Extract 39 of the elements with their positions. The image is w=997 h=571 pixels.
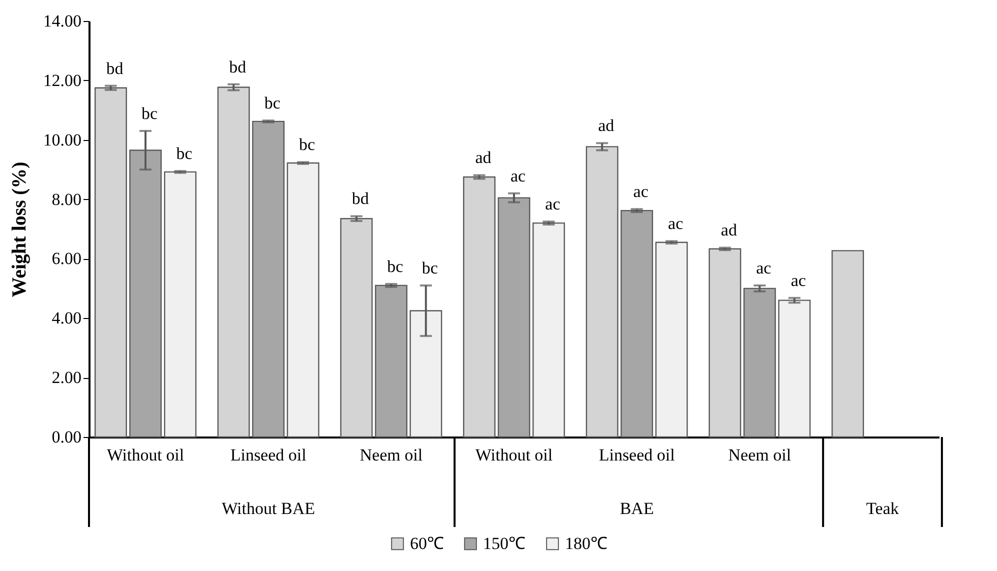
data-label: ac [633,182,649,202]
y-axis-title: Weight loss (%) [8,162,30,298]
data-label: ad [598,116,615,136]
x-tick-label: Without oil [475,446,553,464]
text: Without BAE [222,499,315,518]
y-tick-label: 4.00 [52,308,82,328]
data-label: ac [545,194,561,214]
data-label: bc [141,104,158,123]
text: BAE [620,499,654,518]
data-label: bc [422,258,438,278]
x-tick-label: Linseed oil [598,446,676,464]
x-tick-label: Linseed oil [230,446,307,464]
data-label: bc [299,135,316,154]
text: Teak [866,499,900,518]
y-tick-label: 12.00 [43,70,82,90]
y-tick-label: 0.00 [52,428,82,446]
data-label: ac [790,270,806,290]
data-label: bd [229,57,247,76]
legend-label: 180℃ [565,534,608,553]
y-tick-label: 2.00 [52,368,82,388]
data-label: bc [176,144,193,164]
x-tick-label: Without oil [106,446,184,464]
data-label: ad [475,148,492,168]
y-tick-label: 8.00 [52,190,82,209]
data-label: bc [264,94,281,113]
data-label: ac [510,166,526,186]
data-label: bd [106,58,124,78]
legend-label: 150℃ [483,534,526,553]
x-tick-label: Neem oil [360,446,423,464]
data-label: bc [387,256,404,276]
data-label: ac [668,214,684,234]
x-tick-label: Neem oil [728,446,792,464]
y-tick-label: 14.00 [43,12,82,30]
y-tick-label: 6.00 [52,249,82,268]
data-label: ac [756,258,772,278]
legend-label: 60℃ [410,534,444,553]
data-label: bd [352,189,370,208]
y-tick-label: 10.00 [43,130,82,150]
data-label: ad [720,220,738,240]
